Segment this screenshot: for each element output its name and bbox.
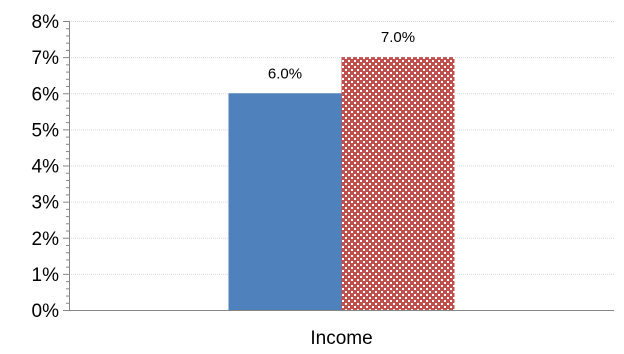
y-axis-ticks: 0% 1% 2% 3% 4% 5% 6% 7% 8% — [32, 12, 69, 322]
y-tick-label: 6% — [32, 84, 60, 105]
bar-data-label: 6.0% — [268, 65, 302, 82]
y-tick-label: 0% — [32, 301, 60, 322]
y-tick-label: 2% — [32, 229, 60, 250]
bars — [228, 57, 455, 310]
bar-data-label: 7.0% — [381, 29, 415, 46]
y-tick-label: 1% — [32, 265, 60, 286]
y-tick-label: 7% — [32, 48, 60, 69]
data-labels: 6.0% 7.0% — [268, 29, 415, 82]
bar-series-0 — [228, 93, 342, 310]
y-tick-label: 3% — [32, 193, 60, 214]
category-label: Income — [310, 328, 372, 349]
y-tick-label: 4% — [32, 157, 60, 178]
bar-series-1 — [341, 57, 455, 310]
y-tick-label: 8% — [32, 12, 60, 33]
y-tick-label: 5% — [32, 120, 60, 141]
